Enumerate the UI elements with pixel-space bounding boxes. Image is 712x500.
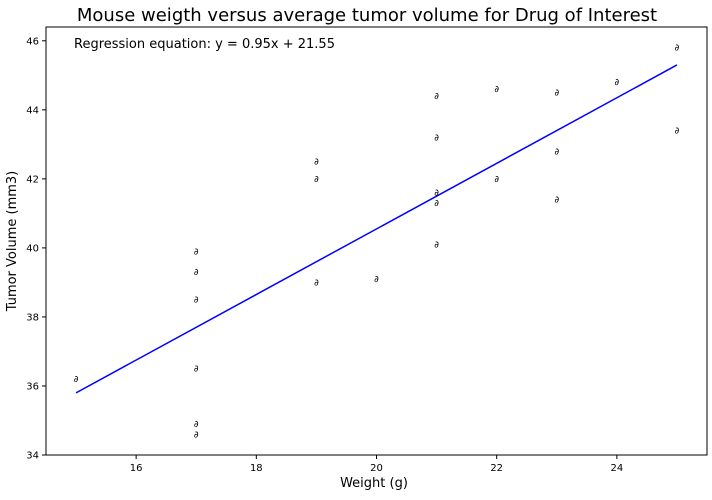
data-point: ∂ [194,420,199,430]
data-point: ∂ [194,268,199,278]
x-tick-label: 16 [130,463,143,474]
data-point: ∂ [494,175,499,185]
plot-area-frame [45,26,708,456]
data-points: ∂∂∂∂∂∂∂∂∂∂∂∂∂∂∂∂∂∂∂∂∂∂∂∂ [74,44,680,441]
data-point: ∂ [434,199,439,209]
data-point: ∂ [194,365,199,375]
data-point: ∂ [194,296,199,306]
x-axis: 16 18 20 22 24 [130,455,623,474]
y-tick-label: 42 [26,174,39,185]
data-point: ∂ [494,85,499,95]
data-point: ∂ [675,127,680,137]
y-tick-label: 34 [26,451,39,462]
data-point: ∂ [194,247,199,257]
data-point: ∂ [74,375,79,385]
data-point: ∂ [675,44,680,54]
y-axis-label: Tumor Volume (mm3) [5,171,20,313]
regression-line [75,64,678,394]
data-point: ∂ [314,158,319,168]
y-tick-label: 36 [26,381,39,392]
data-point: ∂ [374,275,379,285]
y-tick-label: 38 [26,312,39,323]
data-point: ∂ [615,78,620,88]
data-point: ∂ [554,147,559,157]
x-tick-label: 22 [490,463,503,474]
data-point: ∂ [434,133,439,143]
regression-equation-annotation: Regression equation: y = 0.95x + 21.55 [74,37,335,52]
x-tick-label: 24 [610,463,623,474]
data-point: ∂ [434,92,439,102]
y-tick-label: 40 [26,243,39,254]
y-tick-label: 46 [26,36,39,47]
y-tick-label: 44 [26,105,39,116]
chart-title: Mouse weigth versus average tumor volume… [77,5,657,26]
data-point: ∂ [194,430,199,440]
x-tick-label: 20 [370,463,383,474]
x-tick-label: 18 [250,463,263,474]
data-point: ∂ [314,278,319,288]
regression-layer [75,64,678,394]
data-point: ∂ [554,89,559,99]
data-point: ∂ [314,175,319,185]
data-point: ∂ [434,240,439,250]
x-axis-label: Weight (g) [340,476,408,491]
data-point: ∂ [554,196,559,206]
data-point: ∂ [434,189,439,199]
y-axis: 34 36 38 40 42 44 46 [26,36,46,462]
